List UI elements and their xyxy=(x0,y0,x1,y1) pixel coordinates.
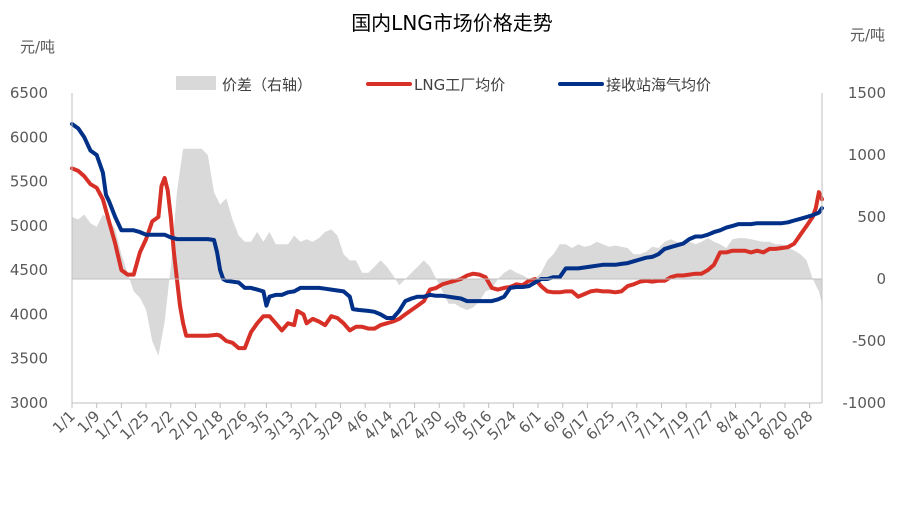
left-axis-unit: 元/吨 xyxy=(20,38,55,56)
legend-label: 价差（右轴） xyxy=(222,76,312,94)
left-axis-ticks: 3000 3500 4000 4500 5000 5500 6000 6500 xyxy=(10,84,48,412)
series-price-spread-area xyxy=(72,148,822,356)
y-tick-label: 5000 xyxy=(10,217,48,235)
x-axis-ticks: 1/11/91/171/252/22/102/182/263/53/133/21… xyxy=(49,403,816,444)
y-tick-label: 5500 xyxy=(10,173,48,191)
series-terminal-gas-line xyxy=(70,122,824,320)
right-axis-unit: 元/吨 xyxy=(850,26,885,44)
legend-label: 接收站海气均价 xyxy=(606,76,711,94)
y-tick-label: 4000 xyxy=(10,305,48,323)
x-tick-label: 4/30 xyxy=(410,407,447,444)
y-tick-label: 3500 xyxy=(10,350,48,368)
y2-tick-label: -500 xyxy=(852,332,886,350)
legend-swatch-area xyxy=(176,76,216,90)
x-tick-label: 6/1 xyxy=(515,407,545,437)
y-tick-label: 3000 xyxy=(10,394,48,412)
y2-tick-label: -1000 xyxy=(842,394,886,412)
y2-tick-label: 0 xyxy=(876,270,886,288)
x-tick-label: 1/25 xyxy=(116,407,153,444)
x-tick-label: 5/24 xyxy=(484,407,521,444)
right-axis-ticks: -1000 -500 0 500 1000 1500 xyxy=(842,84,886,412)
legend: 价差（右轴） LNG工厂均价 接收站海气均价 xyxy=(176,76,711,94)
chart-title: 国内LNG市场价格走势 xyxy=(351,11,553,35)
y2-tick-label: 500 xyxy=(857,208,886,226)
x-tick-label: 1/1 xyxy=(49,407,79,437)
x-tick-label: 8/28 xyxy=(780,407,817,444)
y-tick-label: 6500 xyxy=(10,84,48,102)
x-tick-label: 7/27 xyxy=(681,407,718,444)
y-tick-label: 4500 xyxy=(10,261,48,279)
x-tick-label: 3/29 xyxy=(311,407,348,444)
x-tick-label: 6/25 xyxy=(582,407,619,444)
series-lng-factory-line xyxy=(70,166,824,351)
plot-area xyxy=(70,93,824,404)
y2-tick-label: 1000 xyxy=(848,146,886,164)
y-tick-label: 6000 xyxy=(10,128,48,146)
y2-tick-label: 1500 xyxy=(848,84,886,102)
legend-label: LNG工厂均价 xyxy=(414,76,505,94)
